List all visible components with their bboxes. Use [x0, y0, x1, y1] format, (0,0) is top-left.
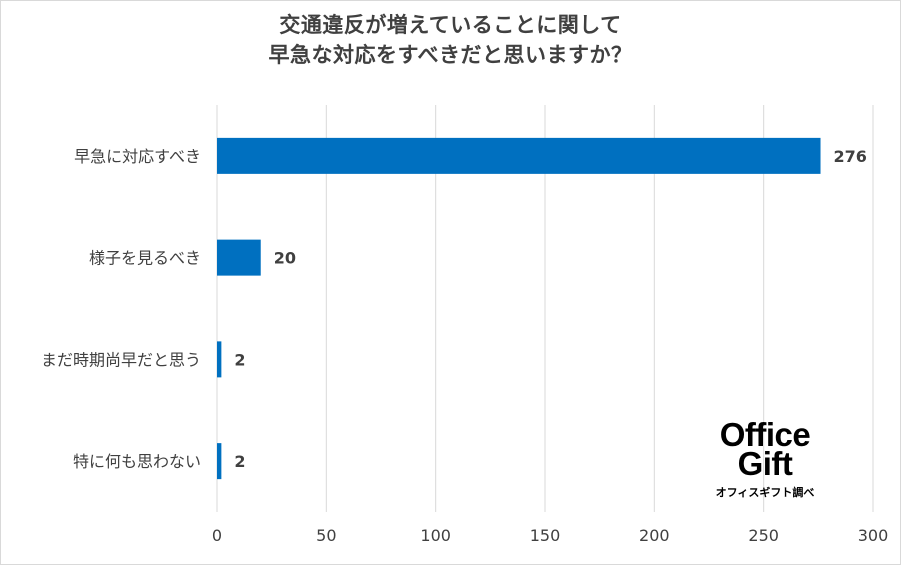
value-label-4: 2 [234, 452, 245, 471]
bar-3 [217, 341, 222, 378]
value-label-2: 20 [274, 249, 296, 268]
bars [217, 137, 821, 480]
x-tick-label-150: 150 [530, 526, 561, 545]
x-tick-label-50: 50 [316, 526, 336, 545]
x-tick-label-100: 100 [420, 526, 451, 545]
value-labels: 276 20 2 2 [234, 147, 867, 471]
category-label-1: 早急に対応すべき [74, 147, 201, 166]
x-tick-label-300: 300 [858, 526, 889, 545]
office-gift-logo: Office Gift オフィスギフト調べ [690, 416, 840, 500]
x-tick-label-250: 250 [748, 526, 779, 545]
category-label-4: 特に何も思わない [73, 452, 201, 471]
logo-line-office: Office [719, 416, 811, 453]
chart-title: 交通違反が増えていることに関して 早急な対応をすべきだと思いますか？ [0, 10, 901, 70]
bar-2 [217, 239, 261, 276]
x-tick-label-200: 200 [639, 526, 670, 545]
logo-caption: オフィスギフト調べ [715, 486, 815, 499]
category-label-2: 様子を見るべき [89, 249, 201, 268]
x-axis-tick-labels: 0 50 100 150 200 250 300 [212, 526, 888, 545]
bar-1 [217, 137, 821, 174]
category-label-3: まだ時期尚早だと思う [41, 350, 201, 369]
x-tick-label-0: 0 [212, 526, 222, 545]
chart-title-line-2: 早急な対応をすべきだと思いますか？ [268, 43, 633, 67]
logo-line-gift: Gift [737, 445, 793, 482]
chart-title-line-1: 交通違反が増えていることに関して [279, 13, 622, 37]
bar-4 [217, 443, 222, 480]
value-label-1: 276 [834, 147, 867, 166]
value-label-3: 2 [234, 350, 245, 369]
